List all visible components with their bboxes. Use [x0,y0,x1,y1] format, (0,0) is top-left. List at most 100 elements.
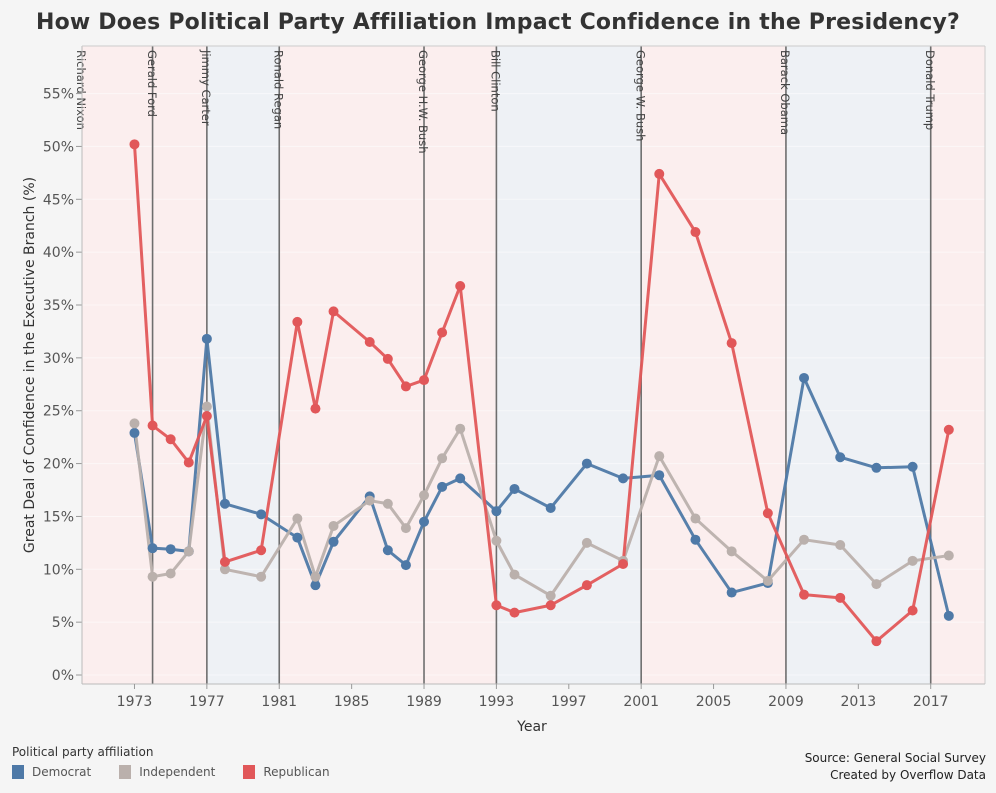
republican-point [310,403,321,414]
presidency-band [641,46,786,684]
x-tick-label: 1993 [479,694,515,710]
independent-point [799,534,810,545]
democrat-point [328,536,339,547]
legend-label: Republican [263,765,330,779]
republican-point [419,375,430,386]
democrat-point [726,587,737,598]
legend-item-independent[interactable]: Independent [119,765,215,779]
independent-point [328,520,339,531]
gridlines [82,93,985,676]
republican-point [618,559,629,570]
axes: 0% 5% 10% 15% 20% 25% 30% 35% 40% 45% 50% 55% 1973 19… [43,45,986,710]
y-tick-label: 45% [43,192,74,208]
independent-point [419,490,430,501]
presidency-band [496,46,642,684]
democrat-point [943,610,954,621]
democrat-point [147,543,158,554]
presidency-label: George W. Bush [633,50,647,141]
republican-point [437,327,448,338]
legend-item-republican[interactable]: Republican [243,765,330,779]
x-tick-label: 2013 [841,694,877,710]
presidency-band [279,46,425,684]
independent-point [165,568,176,579]
republican-line [132,144,951,643]
republican-point [545,600,556,611]
independent-point [907,555,918,566]
presidency-label: Bill Clinton [489,50,503,112]
y-axis-label: Great Deal of Confidence in the Executiv… [22,177,38,553]
republican-point [219,556,230,567]
independent-point [762,575,773,586]
presidency-label: Richard Nixon [74,50,88,130]
democrat-point [907,461,918,472]
democrat-point [419,516,430,527]
presidency-label: Ronald Regan [271,50,285,129]
presidency-band [206,46,280,684]
republican-point [799,589,810,600]
democrat-point [219,498,230,509]
y-tick-label: 30% [43,351,74,367]
presidency-band [424,46,497,684]
democrat-point [799,372,810,383]
x-tick-label: 1989 [406,694,442,710]
democrat-point [871,462,882,473]
republican-point [129,139,140,150]
democrat-point [654,470,665,481]
x-tick-label: 1973 [117,694,153,710]
republican-point [581,580,592,591]
democrat-point [129,427,140,438]
democrat-point [256,509,267,520]
y-tick-label: 55% [43,87,74,103]
presidency-label: Jimmy Carter [199,49,213,126]
x-tick-label: 2005 [696,694,732,710]
x-tick-label: 1981 [261,694,297,710]
democrat-point [491,506,502,517]
republican-point [654,168,665,179]
chart-title: How Does Political Party Affiliation Imp… [35,10,961,35]
independent-point [129,418,140,429]
independent-point [364,495,375,506]
democrat-point [310,580,321,591]
presidency-labels: Richard Nixon Gerald Ford Jimmy Carter Rona… [74,49,937,154]
legend-title: Political party affiliation [12,745,154,759]
independent-point [509,569,520,580]
republican-point [943,424,954,435]
republican-point [726,338,737,349]
independent-point [545,590,556,601]
independent-point [726,546,737,557]
independent-point [455,423,466,434]
x-tick-label: 1997 [551,694,587,710]
republican-point [328,306,339,317]
y-tick-label: 10% [43,562,74,578]
independent-point [310,571,321,582]
credits: Source: General Social Survey Created by… [805,750,986,784]
legend-item-democrat[interactable]: Democrat [12,765,91,779]
presidency-band [82,46,153,684]
x-tick-label: 2009 [768,694,804,710]
presidency-label: Gerald Ford [145,50,159,117]
presidency-lines [151,46,932,684]
independent-point [690,513,701,524]
independent-point [581,537,592,548]
y-tick-label: 15% [43,509,74,525]
series-lines [129,139,954,647]
credit-text: Created by Overflow Data [830,768,986,782]
democrat-point [292,532,303,543]
republican-point [690,227,701,238]
democrat-point [690,534,701,545]
democrat-point [545,502,556,513]
x-tick-label: 1985 [334,694,370,710]
y-tick-label: 40% [43,245,74,261]
y-tick-label: 0% [52,668,74,684]
presidency-label: Donald Trump [923,50,937,130]
republican-point [364,337,375,348]
independent-point [183,546,194,557]
independent-point [147,571,158,582]
presidency-label: Barack Obama [778,50,792,135]
presidency-label: George H.W. Bush [416,50,430,154]
democrat-point [835,452,846,463]
republican-point [907,605,918,616]
independent-point [219,564,230,575]
y-tick-label: 5% [52,615,74,631]
y-tick-label: 35% [43,298,74,314]
